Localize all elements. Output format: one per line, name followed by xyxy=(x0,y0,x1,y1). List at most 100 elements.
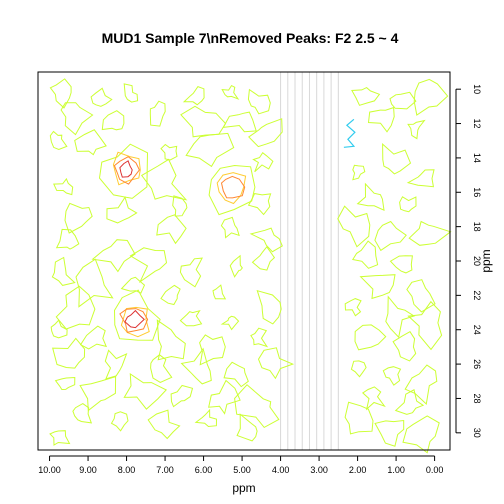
noise-contour xyxy=(234,384,280,429)
noise-contour xyxy=(221,84,240,100)
noise-contour xyxy=(49,78,72,109)
peak-contour-level-1 xyxy=(113,289,161,341)
noise-contour xyxy=(110,411,129,432)
noise-contour xyxy=(352,164,366,181)
noise-contour xyxy=(236,413,258,442)
noise-contour xyxy=(389,255,413,274)
x-tick-label: 7.00 xyxy=(156,465,174,475)
x-tick-label: 2.00 xyxy=(349,465,367,475)
noise-contour xyxy=(408,220,452,246)
noise-contour xyxy=(361,386,386,411)
y-tick-label: 12 xyxy=(472,119,482,129)
noise-contour xyxy=(50,319,68,339)
noise-contour xyxy=(74,129,107,156)
y-tick-label: 22 xyxy=(472,290,482,300)
noise-contour xyxy=(229,254,243,278)
noise-contour xyxy=(407,119,426,140)
noise-contour xyxy=(79,375,117,412)
noise-contour xyxy=(351,240,379,269)
noise-contour xyxy=(344,401,374,435)
x-tick-label: 8.00 xyxy=(118,465,136,475)
noise-contour xyxy=(354,324,387,351)
noise-contour xyxy=(394,389,425,415)
noise-contour xyxy=(170,384,194,408)
x-tick-label: 10.00 xyxy=(38,465,61,475)
noise-contour xyxy=(160,284,181,306)
peak-contour-level-3 xyxy=(113,156,140,185)
x-tick-label: 6.00 xyxy=(195,465,213,475)
x-axis: 10.00 9.00 8.00 7.00 6.00 5.00 4.00 3.00 2.00 1.0… xyxy=(38,455,444,475)
noise-contour xyxy=(359,274,396,300)
x-axis-label: ppm xyxy=(232,481,255,495)
noise-contour xyxy=(251,245,276,271)
noise-contour xyxy=(222,111,257,133)
noise-contour xyxy=(406,279,436,313)
noise-contour xyxy=(257,347,295,380)
noise-contour xyxy=(72,403,93,424)
y-tick-label: 24 xyxy=(472,325,482,335)
noise-contour xyxy=(90,87,113,107)
y-tick-label: 30 xyxy=(472,428,482,438)
noise-contour xyxy=(413,78,449,116)
noise-contour xyxy=(402,415,440,454)
negative-contour xyxy=(343,118,356,148)
y-tick-label: 18 xyxy=(472,222,482,232)
y-tick-label: 16 xyxy=(472,187,482,197)
noise-contour xyxy=(54,376,76,391)
noise-contour xyxy=(407,300,443,351)
x-tick-label: 3.00 xyxy=(310,465,328,475)
peak-contour-level-1 xyxy=(208,164,256,216)
noise-contour xyxy=(208,379,241,415)
noise-contour xyxy=(256,289,282,325)
y-axis: 10 12 14 16 18 20 22 24 26 28 30 xyxy=(455,84,482,438)
y-axis-label: ppm xyxy=(479,249,493,272)
y-tick-label: 26 xyxy=(472,359,482,369)
noise-contour xyxy=(247,193,272,216)
noise-contour xyxy=(106,196,138,224)
noise-contour xyxy=(382,142,412,175)
noise-contour xyxy=(52,337,86,369)
noise-contour xyxy=(399,196,417,213)
peak-contour-level-1 xyxy=(98,143,149,199)
noise-contour xyxy=(104,349,128,380)
peak-contour-level-4 xyxy=(124,309,145,329)
x-tick-label: 9.00 xyxy=(79,465,97,475)
x-tick-label: 0.00 xyxy=(426,465,444,475)
noise-contour xyxy=(212,284,227,300)
noise-contour xyxy=(129,247,168,284)
noise-contour xyxy=(392,331,417,362)
noise-contour xyxy=(79,325,108,350)
noise-contour xyxy=(123,83,139,103)
y-tick-label: 14 xyxy=(472,153,482,163)
noise-contour xyxy=(374,419,405,447)
noise-contour xyxy=(172,195,188,217)
peak-contour-level-3 xyxy=(119,308,149,333)
noise-contour xyxy=(382,366,402,386)
x-tick-label: 1.00 xyxy=(387,465,405,475)
noise-contour xyxy=(179,309,203,327)
noise-contour xyxy=(406,169,435,188)
noise-contour xyxy=(389,91,417,110)
noise-contour xyxy=(182,85,205,106)
noise-contour xyxy=(156,214,187,245)
x-tick-label: 4.00 xyxy=(272,465,290,475)
noise-contour xyxy=(404,364,438,406)
plot-frame xyxy=(37,71,451,451)
noise-contour xyxy=(220,315,240,331)
noise-contour xyxy=(248,118,283,148)
peak-contour-level-3 xyxy=(220,175,246,199)
noise-contour xyxy=(60,102,94,136)
noise-contour xyxy=(64,202,93,234)
noise-contour xyxy=(199,334,226,366)
noise-contour xyxy=(140,158,188,201)
noise-contour xyxy=(249,227,283,253)
noise-contour xyxy=(55,228,80,250)
noise-contour xyxy=(53,177,74,196)
noise-contour xyxy=(160,143,178,161)
noise-contour xyxy=(55,285,96,330)
noise-contour xyxy=(49,130,68,151)
noise-contour xyxy=(247,88,271,115)
noise-contour xyxy=(250,327,269,348)
y-tick-label: 28 xyxy=(472,393,482,403)
